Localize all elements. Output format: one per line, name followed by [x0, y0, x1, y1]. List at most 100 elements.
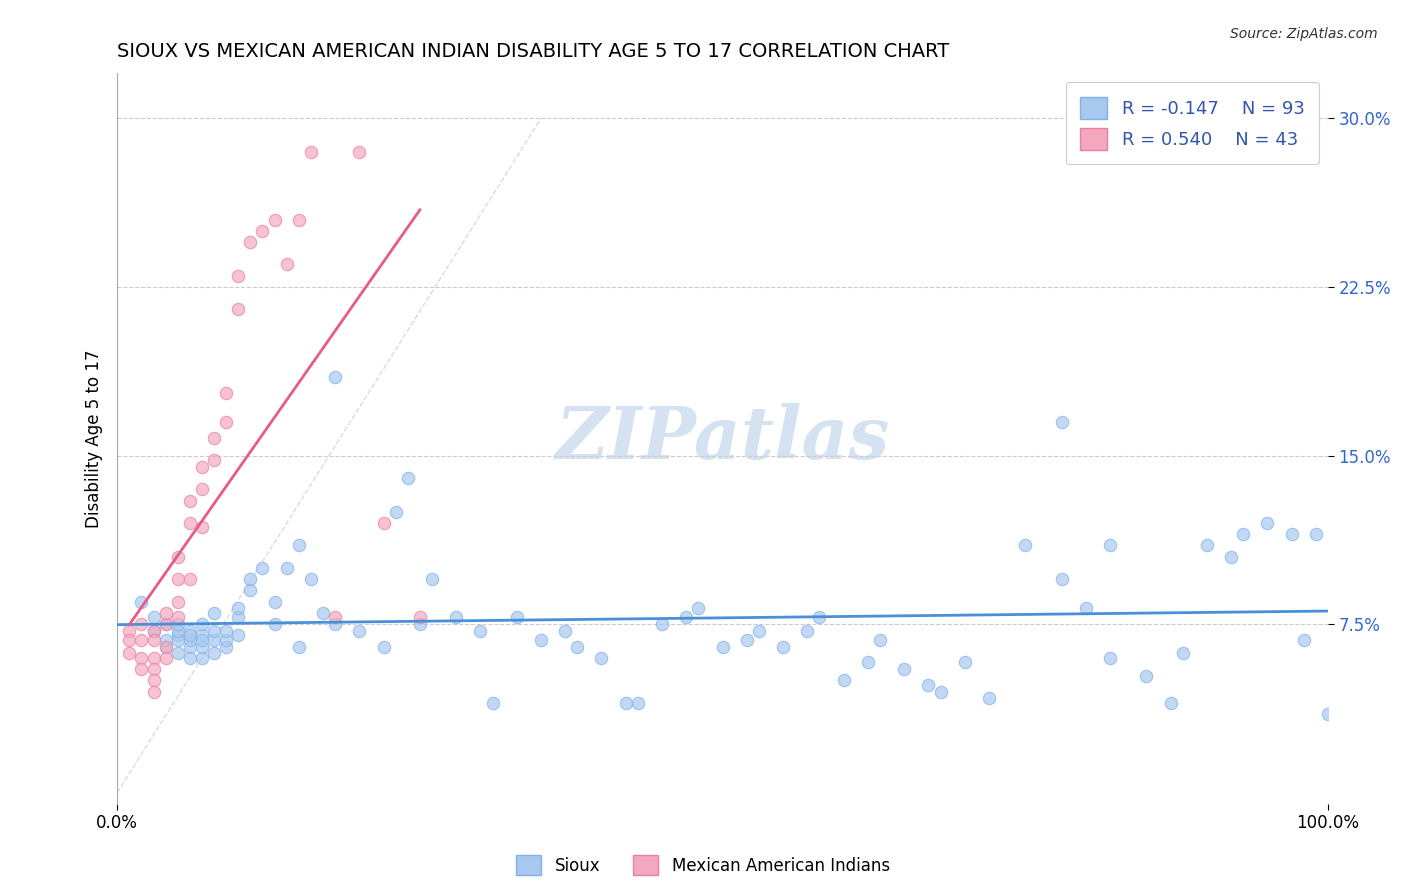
Point — [1160, 696, 1182, 710]
Point — [166, 632, 188, 647]
Point — [506, 610, 529, 624]
Point — [373, 640, 395, 654]
Point — [917, 678, 939, 692]
Point — [1256, 516, 1278, 530]
Point — [323, 370, 346, 384]
Point — [929, 684, 952, 698]
Point — [530, 632, 553, 647]
Point — [226, 302, 249, 317]
Point — [1050, 572, 1073, 586]
Point — [191, 640, 214, 654]
Point — [202, 646, 225, 660]
Point — [1098, 651, 1121, 665]
Point — [349, 624, 371, 638]
Legend: R = -0.147    N = 93, R = 0.540    N = 43: R = -0.147 N = 93, R = 0.540 N = 43 — [1066, 82, 1319, 164]
Point — [299, 145, 322, 160]
Point — [142, 673, 165, 688]
Point — [179, 628, 201, 642]
Point — [191, 628, 214, 642]
Point — [179, 624, 201, 638]
Point — [1098, 539, 1121, 553]
Text: SIOUX VS MEXICAN AMERICAN INDIAN DISABILITY AGE 5 TO 17 CORRELATION CHART: SIOUX VS MEXICAN AMERICAN INDIAN DISABIL… — [117, 42, 949, 61]
Point — [191, 651, 214, 665]
Point — [420, 572, 443, 586]
Point — [470, 624, 492, 638]
Point — [215, 640, 238, 654]
Point — [166, 624, 188, 638]
Point — [711, 640, 734, 654]
Point — [299, 572, 322, 586]
Point — [288, 212, 311, 227]
Point — [796, 624, 818, 638]
Point — [155, 606, 177, 620]
Point — [893, 662, 915, 676]
Text: ZIPatlas: ZIPatlas — [555, 403, 890, 475]
Point — [688, 601, 710, 615]
Point — [1232, 527, 1254, 541]
Point — [288, 640, 311, 654]
Point — [1050, 415, 1073, 429]
Point — [142, 624, 165, 638]
Point — [191, 459, 214, 474]
Legend: Sioux, Mexican American Indians: Sioux, Mexican American Indians — [508, 847, 898, 884]
Point — [614, 696, 637, 710]
Point — [166, 572, 188, 586]
Point — [323, 617, 346, 632]
Point — [276, 258, 298, 272]
Point — [748, 624, 770, 638]
Point — [349, 145, 371, 160]
Point — [226, 601, 249, 615]
Point — [226, 610, 249, 624]
Point — [179, 516, 201, 530]
Point — [131, 617, 153, 632]
Point — [166, 595, 188, 609]
Point — [239, 572, 262, 586]
Point — [1014, 539, 1036, 553]
Point — [215, 632, 238, 647]
Point — [239, 235, 262, 249]
Point — [1171, 646, 1194, 660]
Point — [869, 632, 891, 647]
Point — [1195, 539, 1218, 553]
Point — [409, 617, 432, 632]
Point — [554, 624, 576, 638]
Point — [1281, 527, 1303, 541]
Point — [202, 606, 225, 620]
Point — [131, 595, 153, 609]
Point — [288, 539, 311, 553]
Point — [155, 632, 177, 647]
Point — [1135, 669, 1157, 683]
Point — [651, 617, 673, 632]
Point — [1305, 527, 1327, 541]
Point — [856, 656, 879, 670]
Point — [276, 561, 298, 575]
Point — [1220, 549, 1243, 564]
Point — [323, 610, 346, 624]
Point — [252, 561, 274, 575]
Point — [131, 632, 153, 647]
Point — [131, 651, 153, 665]
Point — [444, 610, 467, 624]
Point — [675, 610, 697, 624]
Point — [118, 646, 141, 660]
Point — [179, 640, 201, 654]
Point — [1292, 632, 1315, 647]
Point — [191, 483, 214, 497]
Point — [373, 516, 395, 530]
Point — [1074, 601, 1097, 615]
Text: Source: ZipAtlas.com: Source: ZipAtlas.com — [1230, 27, 1378, 41]
Point — [166, 628, 188, 642]
Point — [396, 471, 419, 485]
Point — [226, 268, 249, 283]
Point — [166, 646, 188, 660]
Point — [627, 696, 650, 710]
Point — [567, 640, 589, 654]
Point — [131, 662, 153, 676]
Point — [263, 617, 285, 632]
Point — [191, 617, 214, 632]
Point — [191, 632, 214, 647]
Point — [215, 624, 238, 638]
Point — [118, 632, 141, 647]
Point — [384, 505, 406, 519]
Point — [142, 684, 165, 698]
